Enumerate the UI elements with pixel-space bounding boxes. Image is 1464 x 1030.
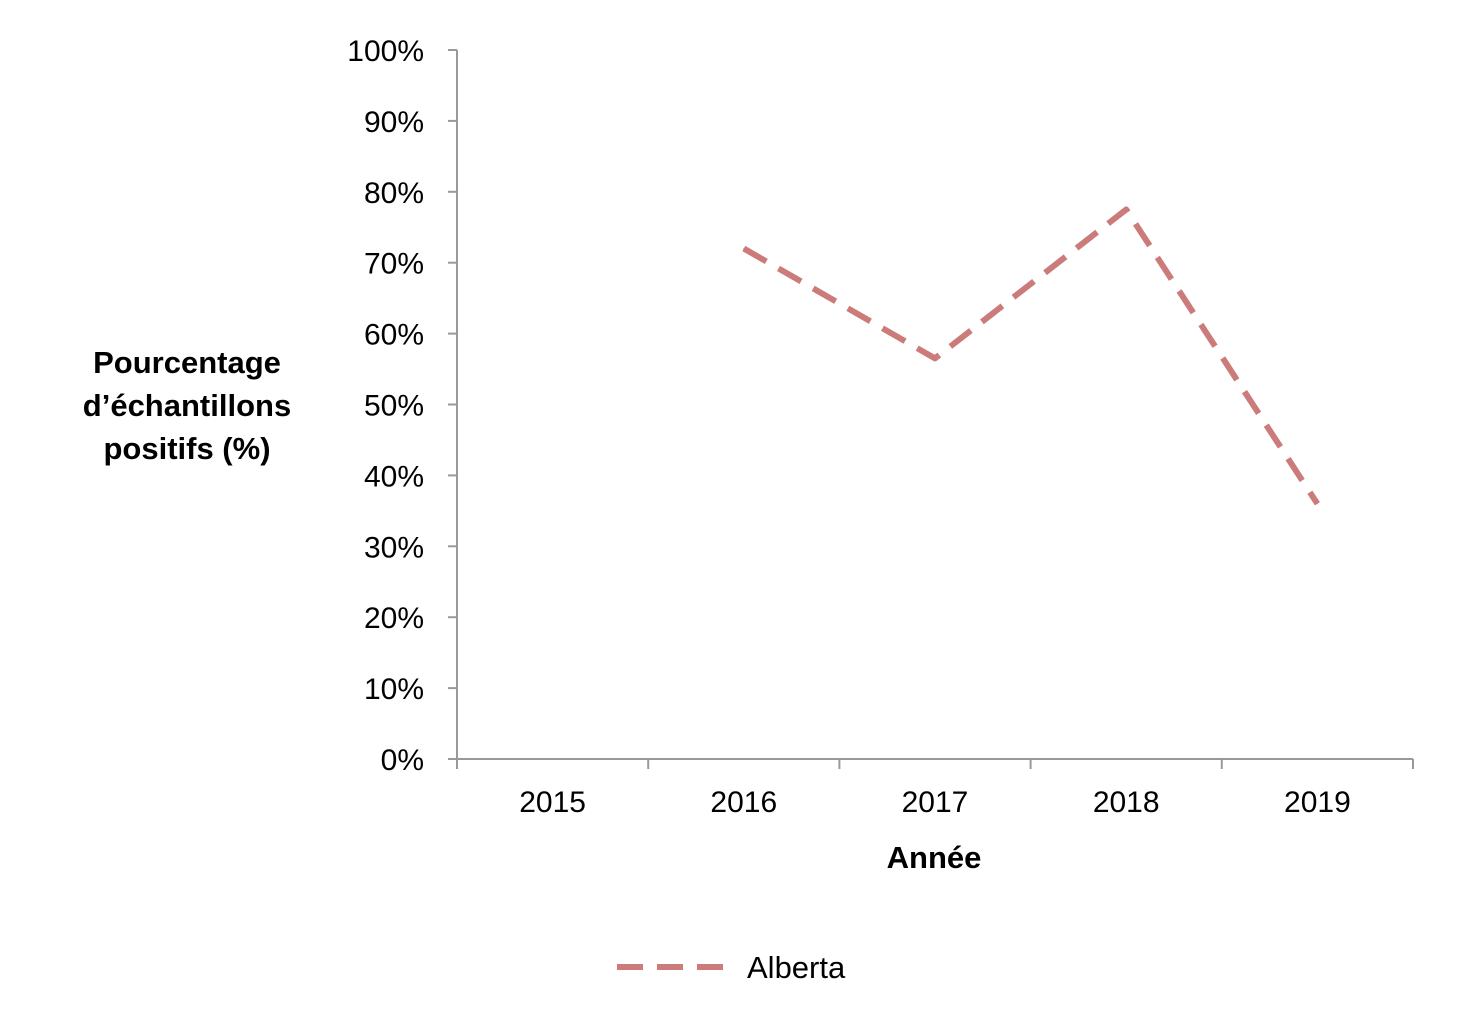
y-tick-label: 50% [364,390,424,423]
y-tick-label: 60% [364,319,424,352]
y-tick-label: 90% [364,106,424,139]
y-tick-label: 0% [381,744,424,777]
data-point [1125,209,1127,211]
x-tick-label: 2015 [519,786,586,819]
y-axis-title-line-1: Pourcentage [93,345,281,380]
y-axis: 0% 10% 20% 30% 40% 50% 60% 70% 80% 90% 100% [347,35,458,777]
y-tick-label: 10% [364,673,424,706]
y-tick-label: 20% [364,602,424,635]
y-axis-title-line-2: d’échantillons [83,388,291,423]
legend: Alberta [617,950,846,985]
data-point [743,248,745,250]
y-tick-label: 80% [364,177,424,210]
data-point [1316,503,1318,505]
x-axis: 2015 2016 2017 2018 2019 [456,758,1414,819]
y-tick-label: 40% [364,460,424,493]
y-tick-label: 100% [347,35,424,68]
x-tick-label: 2016 [710,786,777,819]
x-tick-label: 2018 [1093,786,1160,819]
y-tick-label: 30% [364,531,424,564]
y-axis-title-line-3: positifs (%) [103,431,270,466]
series-layer [742,206,1320,506]
x-tick-label: 2017 [902,786,969,819]
data-point [934,357,936,359]
series-line-alberta [742,206,1320,506]
y-tick-label: 70% [364,248,424,281]
x-axis-title: Année [887,840,982,875]
legend-label-alberta: Alberta [747,950,846,985]
x-tick-label: 2019 [1284,786,1351,819]
